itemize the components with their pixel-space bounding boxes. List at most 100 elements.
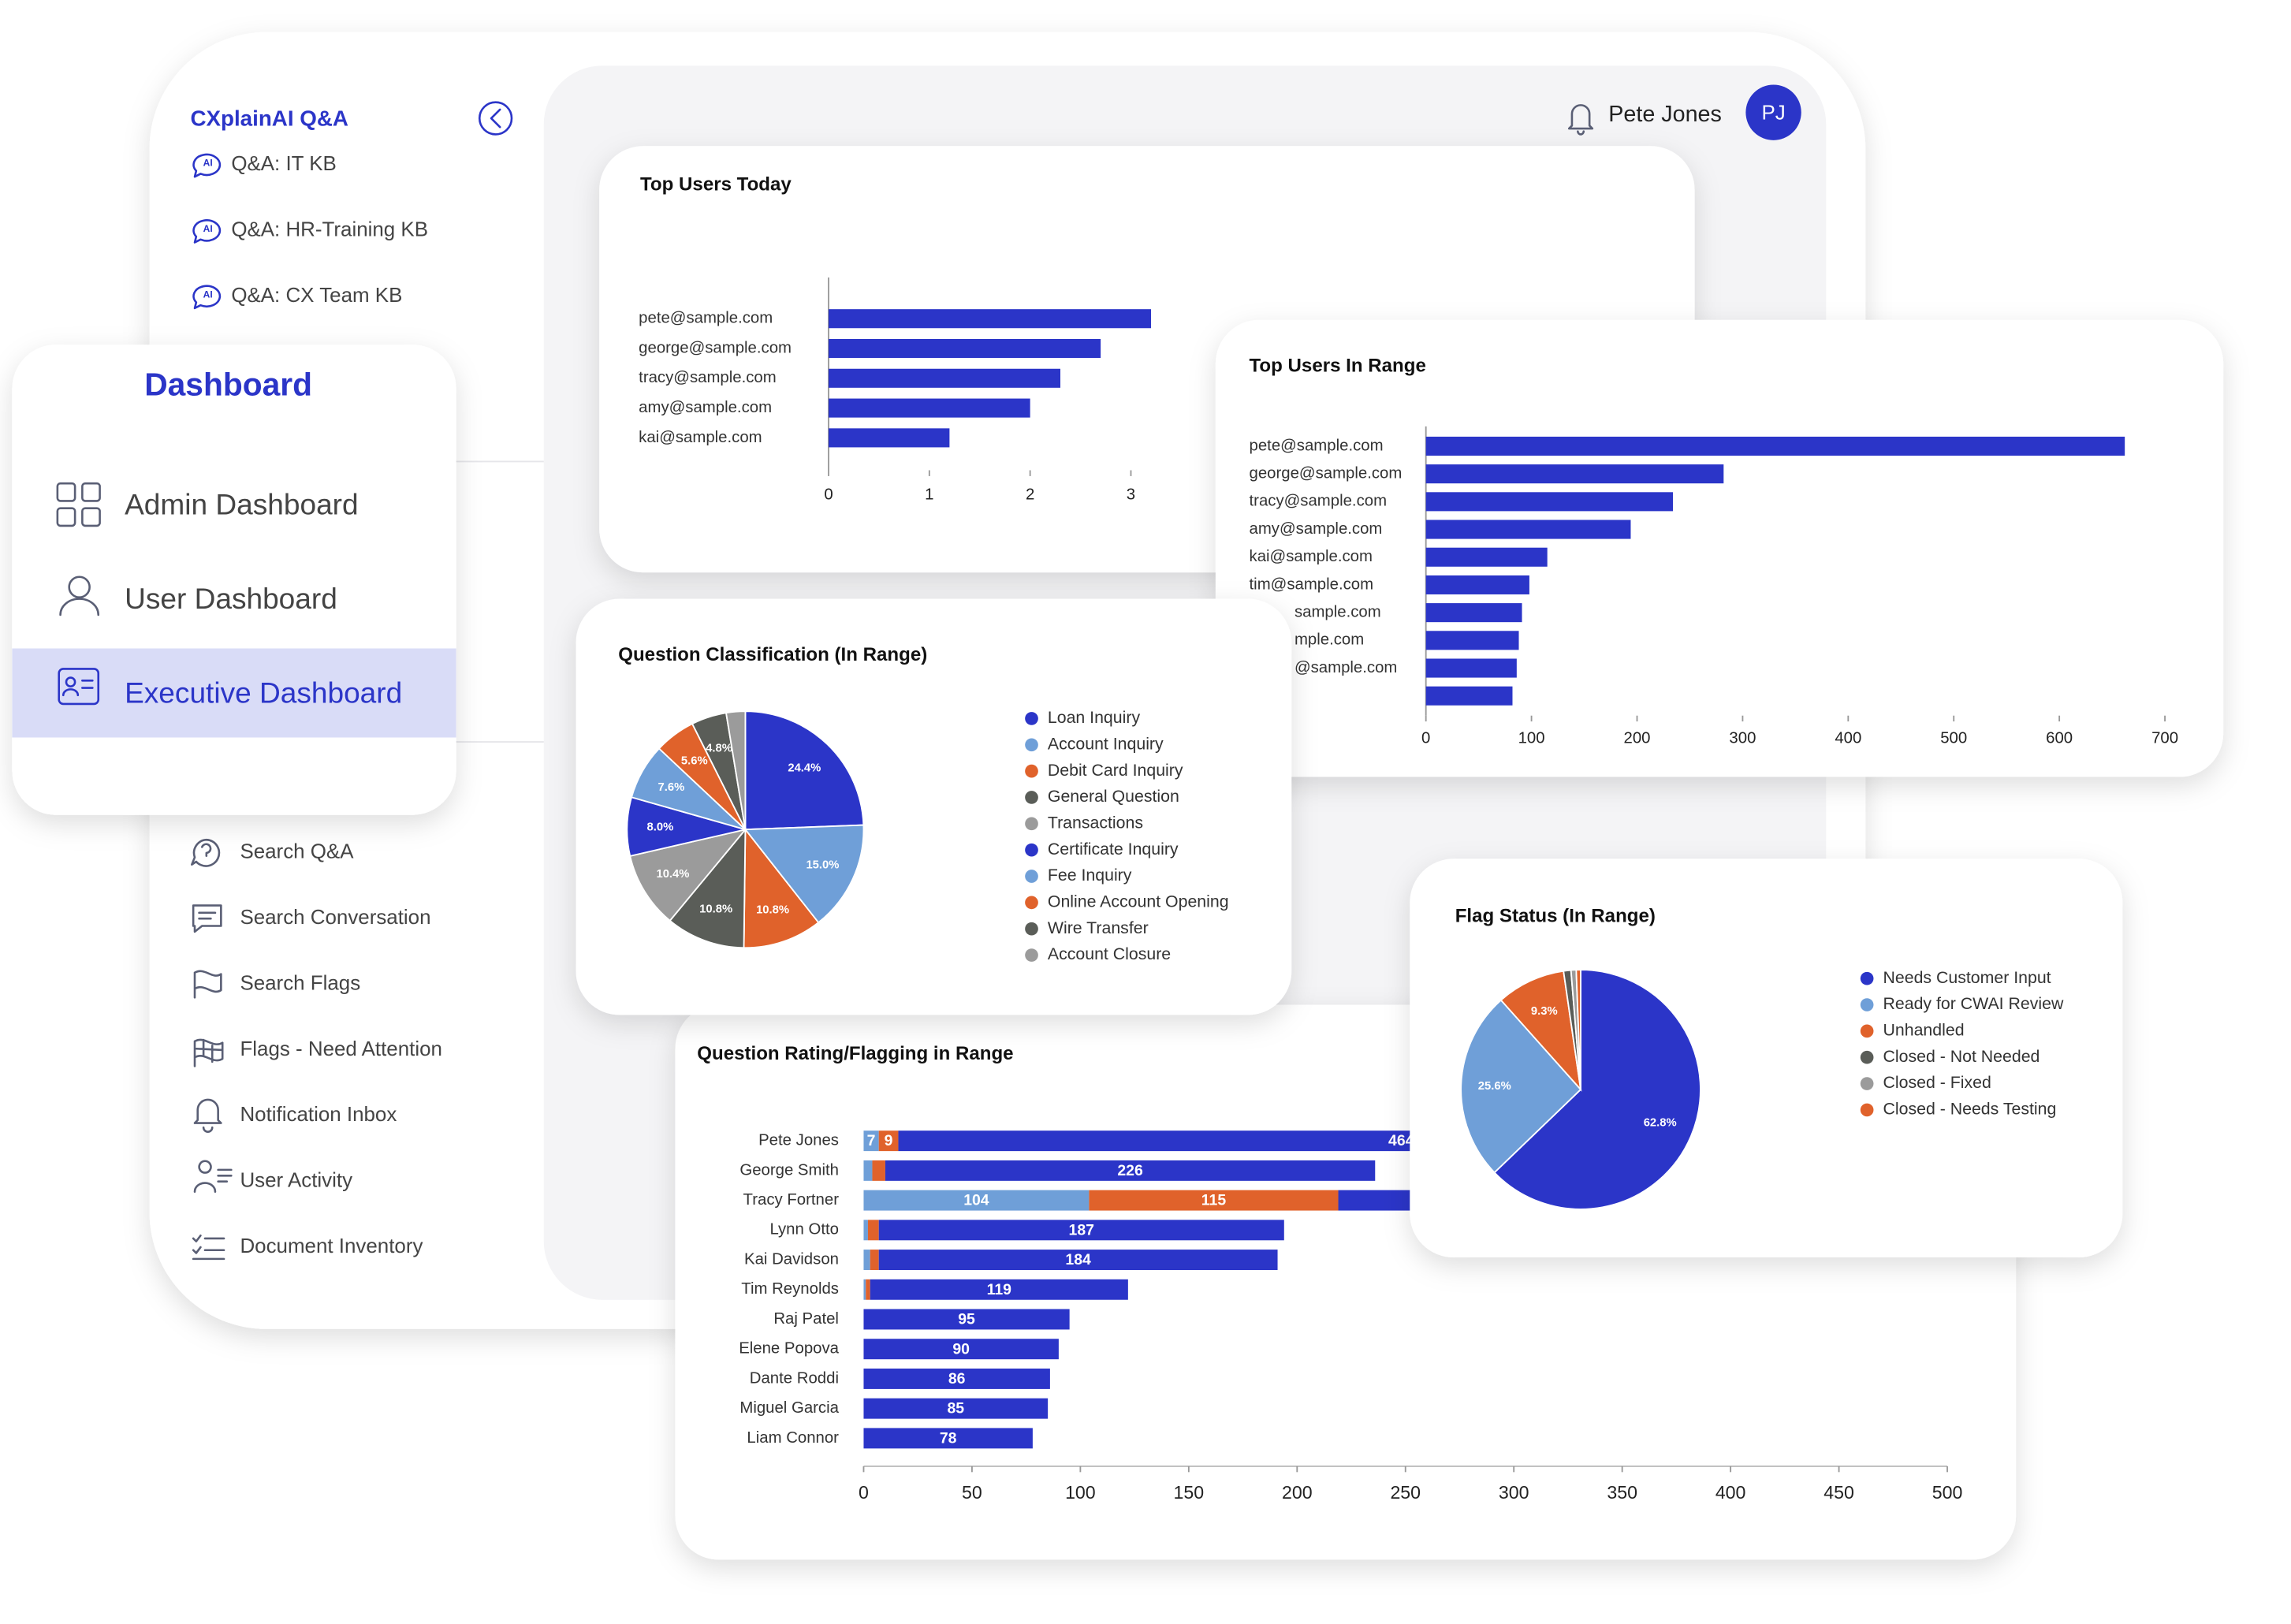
bar-segment [863,1130,879,1152]
legend-marker [1025,948,1038,962]
x-tick-label: 0 [1421,730,1430,747]
menu-item[interactable]: Notification Inbox [193,1098,397,1133]
bar-segment [878,1130,899,1152]
pie-slice [743,824,865,924]
category-label: tim@sample.com [1250,575,1374,593]
legend-label: Needs Customer Input [1883,968,2051,987]
app-title: CXplainAI Q&A [190,106,348,130]
bar-segment [867,1220,879,1241]
legend-label: Online Account Opening [1048,892,1229,911]
ai-badge: AI [203,223,213,234]
menu-item[interactable]: Document Inventory [192,1234,423,1261]
bar [1425,658,1517,678]
slice-label: 62.8% [1644,1117,1677,1130]
menu-item[interactable]: Search Flags [193,970,360,999]
avatar[interactable] [1745,84,1801,140]
x-tick-label: 100 [1518,730,1545,747]
category-label: Lynn Otto [769,1221,839,1238]
x-tick-label: 0 [824,486,833,503]
legend-label: Closed - Fixed [1883,1073,1991,1092]
menu-label: Search Flags [240,972,360,994]
slice-label: 24.4% [788,762,821,774]
legend-marker [1025,764,1038,778]
bar-segment [872,1160,885,1181]
dashboard-menu: Dashboard Admin Dashboard User Dashboard E… [12,345,456,815]
menu-item[interactable]: User Activity [193,1160,352,1193]
category-label: mple.com [1295,631,1364,649]
kb-label: Q&A: CX Team KB [231,285,402,307]
legend-label: Account Closure [1048,944,1171,963]
data-label: 78 [940,1429,957,1447]
bar [1425,631,1519,650]
pie-slice [629,828,747,922]
menu-item[interactable]: Search Q&A [191,838,354,867]
slice-label: 9.3% [1531,1005,1558,1018]
x-tick-label: 500 [1932,1482,1963,1503]
category-label: Dante Roddi [750,1369,839,1387]
card [12,345,456,815]
category-label: Miguel Garcia [739,1399,839,1417]
kb-item[interactable]: AI Q&A: CX Team KB [192,285,403,310]
kb-item[interactable]: AI Q&A: IT KB [192,153,337,178]
bar [829,398,1030,418]
ai-badge: AI [203,158,213,169]
menu-label: Notification Inbox [240,1104,397,1126]
data-label: 115 [1201,1192,1227,1209]
bar [1425,520,1631,539]
bar [829,338,1101,359]
avatar-initials: PJ [1761,102,1785,124]
menu-item[interactable]: Search Conversation [192,904,431,933]
legend-label: Ready for CWAI Review [1883,994,2064,1013]
x-tick-label: 350 [1607,1482,1637,1503]
x-tick-label: 50 [962,1482,982,1503]
category-label: amy@sample.com [639,399,772,416]
bar [1425,603,1522,623]
category-label: george@sample.com [639,339,792,356]
ai-icon [192,285,222,310]
menu-item[interactable]: Flags - Need Attention [193,1038,442,1067]
category-label: Tracy Fortner [743,1191,840,1209]
x-tick-label: 700 [2151,730,2178,747]
category-label: tracy@sample.com [639,369,777,386]
data-label: 90 [952,1340,970,1358]
slice-label: 7.6% [658,781,685,794]
legend-marker [1025,896,1038,910]
pie-slice [669,827,747,949]
x-tick-label: 300 [1729,730,1756,747]
data-label: 9 [885,1132,893,1149]
legend-label: Transactions [1048,813,1143,832]
menu-icon [192,904,222,933]
x-tick-label: 450 [1823,1482,1854,1503]
collapse-button[interactable] [478,101,513,136]
bar-segment [863,1339,1059,1360]
bar-segment [885,1160,1376,1181]
menu-icon [191,838,221,867]
pie-slice [1575,969,1581,1090]
slice-label: 4.8% [706,742,732,754]
bar [1425,686,1513,706]
slice-label: 10.8% [699,903,732,916]
chart-title: Question Rating/Flagging in Range [697,1043,1013,1064]
chart-title: Top Users In Range [1250,355,1426,376]
menu-icon [193,1098,222,1133]
notification-bell[interactable] [1567,104,1594,136]
legend-label: Unhandled [1883,1021,1965,1040]
dashboard-item[interactable]: Executive Dashboard [125,676,402,710]
dashboard-item[interactable]: User Dashboard [125,582,337,615]
legend-marker [1025,791,1038,804]
data-label: 85 [947,1400,964,1417]
legend-marker [1025,817,1038,831]
x-tick-label: 0 [859,1482,869,1503]
dashboard-item[interactable]: Admin Dashboard [125,488,359,521]
category-label: Pete Jones [758,1132,839,1149]
pie-slice [1460,999,1582,1174]
bar-segment [863,1398,1049,1419]
dashboard-title: Dashboard [144,367,312,403]
legend-label: Debit Card Inquiry [1048,761,1183,780]
legend-label: Closed - Needs Testing [1883,1100,2057,1119]
x-tick-label: 250 [1390,1482,1421,1503]
card-top-users-range: Top Users In Range 0 100 200 300 400 500 600 700… [1215,319,2224,777]
menu-icon [193,970,222,999]
data-label: 226 [1117,1162,1143,1179]
kb-item[interactable]: AI Q&A: HR-Training KB [192,219,428,244]
